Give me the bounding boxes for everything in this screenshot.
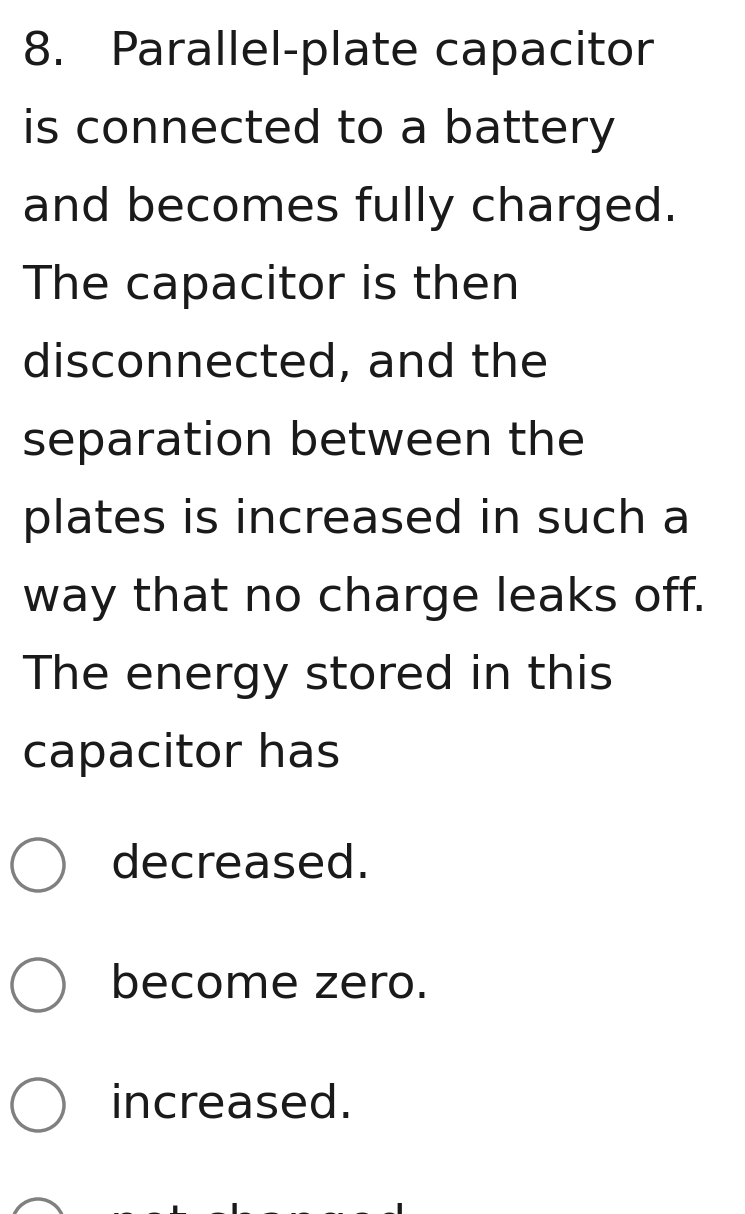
Text: separation between the: separation between the xyxy=(22,420,586,465)
Text: Parallel-plate capacitor: Parallel-plate capacitor xyxy=(110,30,654,75)
Text: become zero.: become zero. xyxy=(110,963,430,1008)
Text: is connected to a battery: is connected to a battery xyxy=(22,108,616,153)
Text: increased.: increased. xyxy=(110,1083,355,1128)
Text: disconnected, and the: disconnected, and the xyxy=(22,342,548,387)
Text: decreased.: decreased. xyxy=(110,843,370,887)
Text: capacitor has: capacitor has xyxy=(22,732,340,777)
Text: not changed.: not changed. xyxy=(110,1203,421,1214)
Text: The capacitor is then: The capacitor is then xyxy=(22,263,520,310)
Text: The energy stored in this: The energy stored in this xyxy=(22,654,613,699)
Text: way that no charge leaks off.: way that no charge leaks off. xyxy=(22,575,707,622)
Text: 8.: 8. xyxy=(22,30,67,75)
Text: and becomes fully charged.: and becomes fully charged. xyxy=(22,186,678,231)
Text: plates is increased in such a: plates is increased in such a xyxy=(22,498,691,543)
